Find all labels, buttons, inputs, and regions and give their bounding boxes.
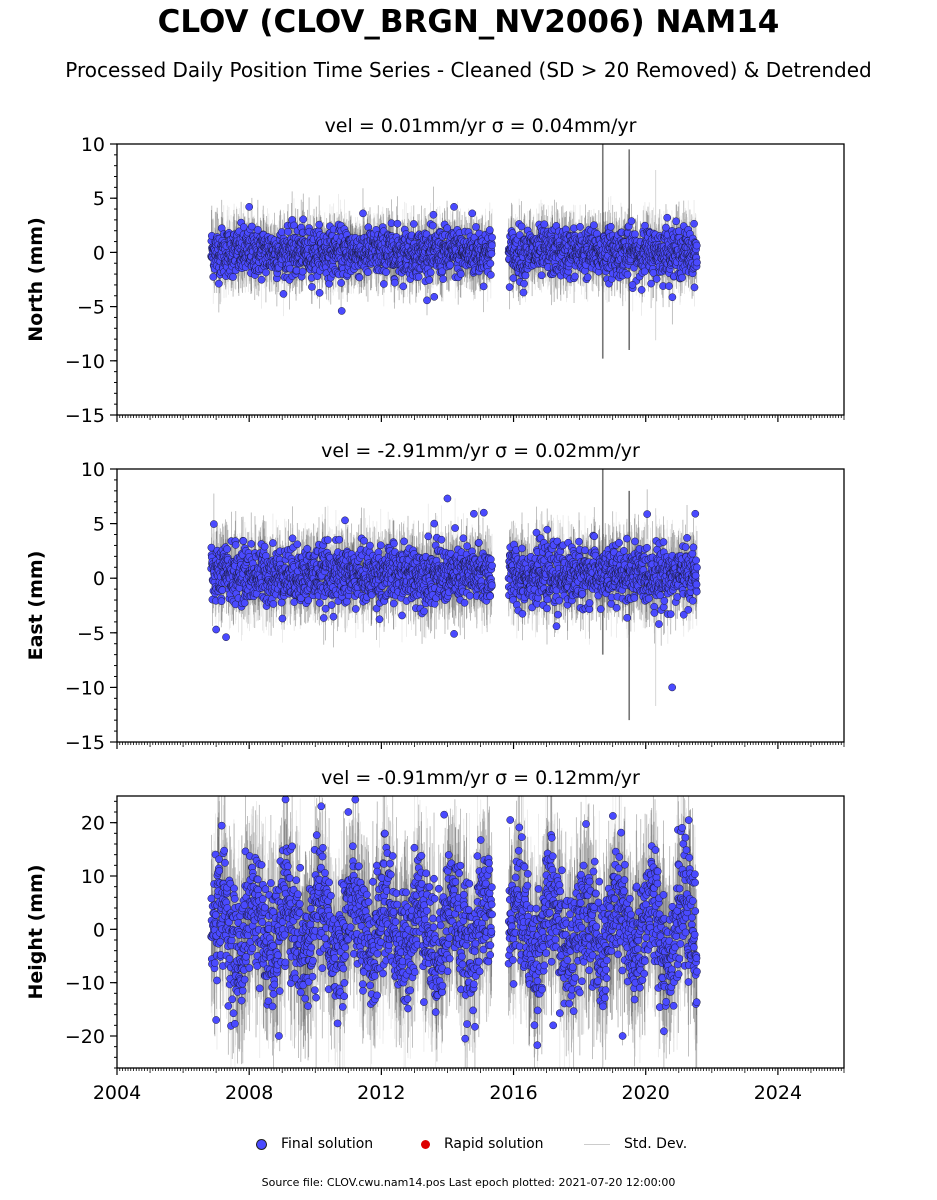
data-point-outlier	[245, 203, 254, 211]
data-point	[627, 217, 636, 225]
data-point	[382, 268, 390, 277]
data-point	[520, 279, 528, 288]
data-point	[390, 278, 399, 287]
data-point	[652, 275, 661, 283]
data-point	[443, 224, 452, 233]
y-tick-label: 0	[93, 242, 105, 264]
data-point	[486, 259, 495, 268]
data-point	[631, 230, 639, 239]
data-point	[209, 273, 218, 281]
data-point	[229, 273, 237, 281]
panel-north: 10 5 0 −5 −10 −15 vel = 0.01mm/yr σ = 0.04mm/y…	[25, 115, 845, 427]
data-point-outlier	[468, 209, 477, 218]
data-point-outlier	[450, 203, 458, 211]
data-point	[257, 275, 266, 284]
y-tick-label: −5	[77, 297, 105, 319]
data-point	[284, 227, 292, 236]
data-point	[438, 267, 446, 276]
data-point	[488, 241, 496, 250]
data-point	[299, 215, 308, 224]
y-tick-label: −15	[65, 405, 105, 427]
data-point	[298, 267, 307, 276]
data-point	[409, 220, 418, 228]
y-tick-label: 5	[93, 188, 105, 210]
data-point	[668, 293, 677, 302]
data-point	[248, 222, 256, 231]
y-tick-label: 10	[81, 134, 105, 156]
data-point	[487, 249, 496, 258]
data-point-outlier	[519, 288, 528, 297]
data-point	[576, 223, 584, 231]
data-point	[583, 273, 592, 282]
data-point-outlier	[663, 213, 672, 222]
data-point	[308, 283, 316, 291]
data-point	[623, 270, 632, 279]
y-axis-label: North (mm)	[25, 217, 47, 342]
data-point	[457, 270, 465, 278]
data-point	[315, 288, 324, 297]
data-point	[662, 223, 670, 232]
data-point	[446, 261, 454, 269]
data-point	[692, 241, 701, 250]
data-point	[485, 226, 494, 234]
data-point	[537, 271, 546, 280]
data-point	[379, 280, 388, 288]
data-point	[279, 290, 288, 298]
data-point	[590, 221, 598, 230]
data-point	[262, 268, 270, 277]
data-point	[337, 279, 345, 287]
data-point	[571, 272, 579, 281]
data-point	[423, 296, 431, 305]
data-point	[606, 222, 615, 231]
data-point	[429, 210, 438, 219]
data-point	[690, 219, 698, 228]
data-point	[665, 282, 673, 290]
data-point	[647, 279, 655, 288]
data-point-outlier	[430, 292, 439, 301]
page-title: CLOV (CLOV_BRGN_NV2006) NAM14	[157, 4, 780, 40]
data-point	[637, 286, 646, 294]
data-point	[425, 276, 434, 284]
data-point	[672, 217, 680, 226]
data-point	[315, 220, 324, 229]
data-point	[640, 267, 649, 276]
page-subtitle: Processed Daily Position Time Series - C…	[65, 58, 872, 82]
data-point	[540, 220, 549, 229]
panel-title: vel = 0.01mm/yr σ = 0.04mm/yr	[325, 115, 637, 137]
data-point	[486, 271, 495, 279]
plot-area-north	[207, 144, 701, 359]
data-point	[359, 209, 367, 218]
plot-area-east	[207, 469, 701, 721]
data-point	[290, 221, 298, 230]
data-point	[364, 268, 372, 277]
data-point	[693, 258, 701, 267]
data-point	[254, 226, 262, 234]
data-point	[479, 282, 488, 291]
time-series-chart: 10 5 0 −5 −10 −15 vel = 0.01mm/yr σ = 0.04mm/y…	[25, 115, 845, 1104]
data-point	[517, 222, 526, 231]
data-point	[428, 221, 437, 230]
data-point	[678, 273, 686, 282]
data-point	[214, 279, 223, 288]
data-point	[472, 223, 480, 231]
data-point	[641, 221, 649, 230]
data-point-outlier	[337, 307, 346, 315]
data-point	[690, 283, 699, 292]
y-tick-label: −10	[65, 351, 105, 373]
data-point	[393, 219, 402, 228]
data-point	[509, 274, 518, 282]
data-point	[399, 282, 408, 291]
data-point-outlier	[628, 281, 637, 289]
data-point	[414, 273, 423, 281]
data-point	[355, 273, 364, 282]
data-point	[521, 271, 530, 280]
points-north	[207, 203, 701, 315]
data-point	[505, 283, 514, 291]
data-point	[426, 268, 435, 277]
data-point	[439, 275, 447, 283]
data-point	[488, 233, 496, 242]
